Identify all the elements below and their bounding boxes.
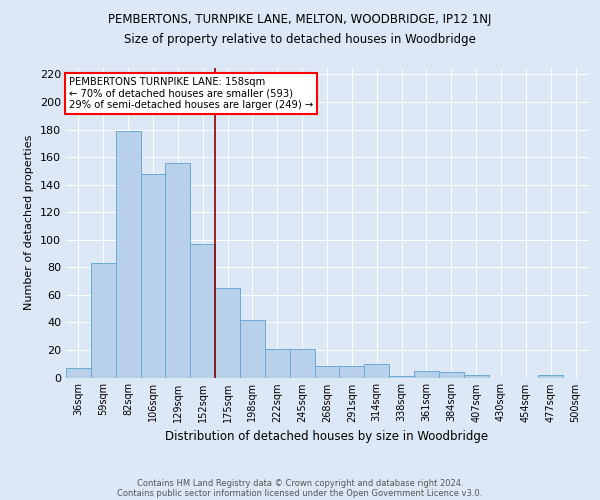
Bar [364, 364, 389, 378]
Text: PEMBERTONS, TURNPIKE LANE, MELTON, WOODBRIDGE, IP12 1NJ: PEMBERTONS, TURNPIKE LANE, MELTON, WOODB… [109, 12, 491, 26]
Bar [140, 174, 166, 378]
Text: PEMBERTONS TURNPIKE LANE: 158sqm
← 70% of detached houses are smaller (593)
29% : PEMBERTONS TURNPIKE LANE: 158sqm ← 70% o… [68, 77, 313, 110]
Bar [166, 162, 190, 378]
Bar [538, 374, 563, 378]
Bar [290, 348, 314, 378]
Bar [265, 348, 290, 378]
Text: Contains public sector information licensed under the Open Government Licence v3: Contains public sector information licen… [118, 488, 482, 498]
Bar [215, 288, 240, 378]
Y-axis label: Number of detached properties: Number of detached properties [25, 135, 34, 310]
Bar [190, 244, 215, 378]
Bar [314, 366, 340, 378]
Bar [414, 370, 439, 378]
Bar [464, 374, 488, 378]
Text: Contains HM Land Registry data © Crown copyright and database right 2024.: Contains HM Land Registry data © Crown c… [137, 478, 463, 488]
Bar [389, 376, 414, 378]
Text: Size of property relative to detached houses in Woodbridge: Size of property relative to detached ho… [124, 32, 476, 46]
Bar [116, 131, 140, 378]
Bar [66, 368, 91, 378]
Bar [340, 366, 364, 378]
Bar [91, 263, 116, 378]
X-axis label: Distribution of detached houses by size in Woodbridge: Distribution of detached houses by size … [166, 430, 488, 443]
Bar [439, 372, 464, 378]
Bar [240, 320, 265, 378]
